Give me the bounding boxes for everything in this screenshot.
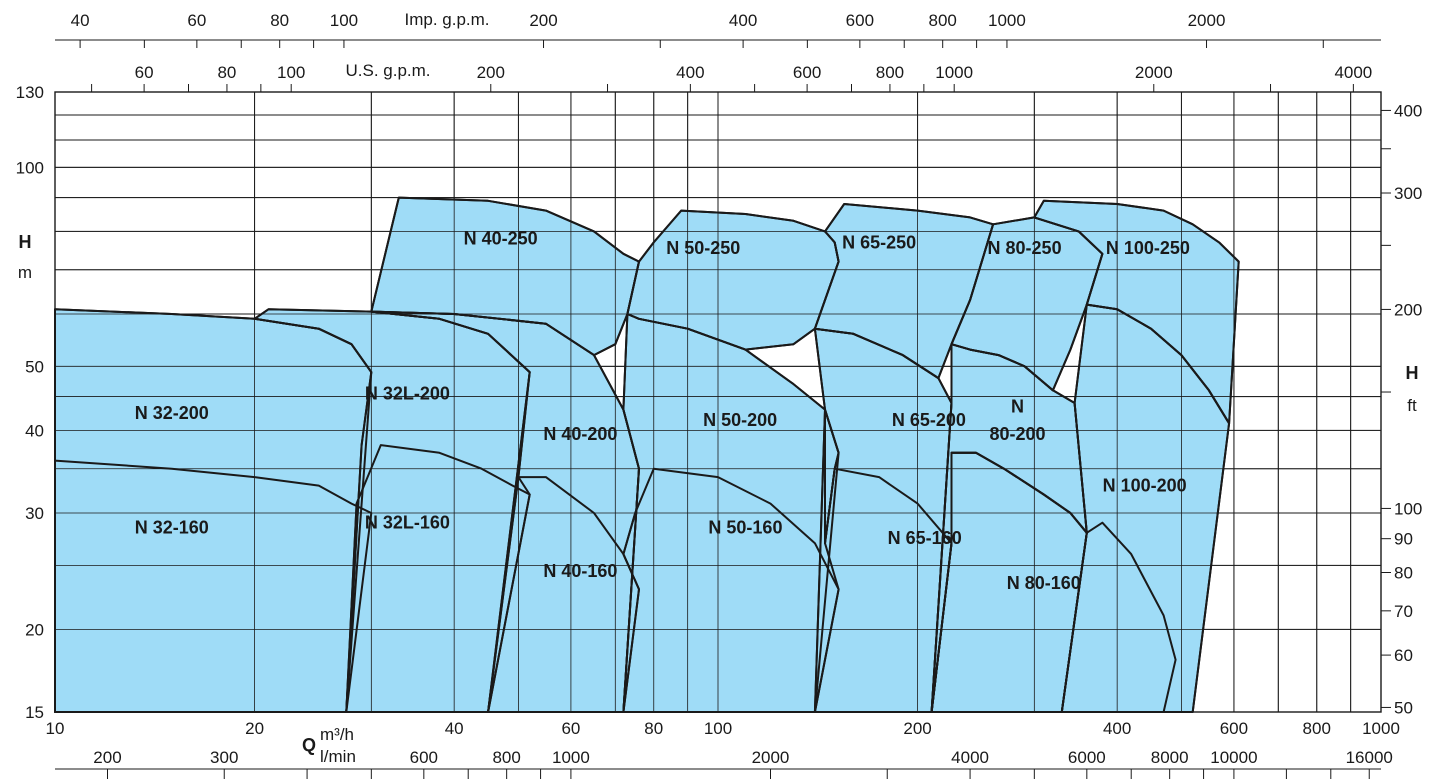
lpm-tick-label: 8000 <box>1151 748 1189 767</box>
pump-label: N 32L-200 <box>365 383 450 403</box>
us-gpm-tick-label: 800 <box>876 63 904 82</box>
pump-label: N 65-160 <box>888 528 962 548</box>
pump-region <box>54 308 373 713</box>
axes: 10 20 40 60 80 100 200 400 600 800 1000 Qm³/h l/min 2… <box>16 10 1422 779</box>
y-tick-label: 50 <box>25 357 44 376</box>
x-tick-label: 400 <box>1103 719 1131 738</box>
y-axis-unit: m <box>18 263 32 282</box>
ft-tick-label: 70 <box>1394 602 1413 621</box>
plot-frame <box>54 91 1382 713</box>
pump-label: N 80-160 <box>1007 573 1081 593</box>
imp-gpm-tick-label: 60 <box>187 11 206 30</box>
lpm-tick-label: 800 <box>492 748 520 767</box>
x-tick-label: 10 <box>46 719 65 738</box>
us-gpm-tick-label: 1000 <box>935 63 973 82</box>
us-gpm-tick-label: 400 <box>676 63 704 82</box>
y-tick-label: 40 <box>25 421 44 440</box>
pump-label: N 40-160 <box>543 561 617 581</box>
pump-label: N 80-250 <box>988 238 1062 258</box>
y-tick-label: 100 <box>16 158 44 177</box>
pump-label: N 32L-160 <box>365 513 450 533</box>
x-tick-label: 800 <box>1303 719 1331 738</box>
y-tick-label: 15 <box>25 703 44 722</box>
imp-gpm-tick-label: 2000 <box>1188 11 1226 30</box>
pump-label: N 32-160 <box>135 518 209 538</box>
x-axis-unit-secondary: l/min <box>320 747 356 766</box>
pump-region-outline <box>1060 521 1177 713</box>
pump-label: N 65-200 <box>892 410 966 430</box>
y-tick-label: 130 <box>16 83 44 102</box>
x-axis-letter: Q <box>302 735 316 755</box>
lpm-tick-label: 200 <box>93 748 121 767</box>
pump-label: N 65-250 <box>842 232 916 252</box>
x-tick-label: 1000 <box>1362 719 1400 738</box>
pump-region-outline <box>54 459 373 713</box>
y-tick-label: 30 <box>25 504 44 523</box>
lpm-tick-label: 1000 <box>552 748 590 767</box>
imp-gpm-unit: Imp. g.p.m. <box>404 10 489 29</box>
lpm-tick-label: 6000 <box>1068 748 1106 767</box>
ft-tick-label: 100 <box>1394 499 1422 518</box>
imp-gpm-tick-label: 600 <box>846 11 874 30</box>
us-gpm-tick-label: 60 <box>135 63 154 82</box>
grid-overlay <box>54 91 1382 713</box>
imp-gpm-tick-label: 80 <box>270 11 289 30</box>
lpm-tick-label: 300 <box>210 748 238 767</box>
imp-gpm-tick-label: 400 <box>729 11 757 30</box>
y-axis-letter: H <box>19 232 32 252</box>
us-gpm-tick-label: 100 <box>277 63 305 82</box>
ft-tick-label: 90 <box>1394 530 1413 549</box>
pump-label: N 100-250 <box>1106 238 1190 258</box>
pump-label: N 50-200 <box>703 410 777 430</box>
pump-label: N 50-160 <box>708 518 782 538</box>
x-tick-label: 600 <box>1220 719 1248 738</box>
x-tick-label: 200 <box>903 719 931 738</box>
pump-label: N 40-200 <box>543 424 617 444</box>
imp-gpm-tick-label: 1000 <box>988 11 1026 30</box>
y-tick-label: 20 <box>25 620 44 639</box>
imp-gpm-tick-label: 40 <box>71 11 90 30</box>
us-gpm-tick-label: 600 <box>793 63 821 82</box>
x-tick-label: 20 <box>245 719 264 738</box>
pump-label: N 100-200 <box>1103 476 1187 496</box>
ft-tick-label: 200 <box>1394 300 1422 319</box>
ft-tick-label: 300 <box>1394 184 1422 203</box>
pump-regions <box>54 91 1382 713</box>
ft-tick-label: 60 <box>1394 646 1413 665</box>
ft-tick-label: 80 <box>1394 563 1413 582</box>
us-gpm-unit: U.S. g.p.m. <box>345 61 430 80</box>
x-tick-label: 100 <box>704 719 732 738</box>
us-gpm-tick-label: 2000 <box>1135 63 1173 82</box>
imp-gpm-tick-label: 200 <box>529 11 557 30</box>
us-gpm-tick-label: 4000 <box>1334 63 1372 82</box>
lpm-tick-label: 2000 <box>752 748 790 767</box>
ft-tick-label: 400 <box>1394 101 1422 120</box>
ft-tick-label: 50 <box>1394 698 1413 717</box>
x-tick-label: 40 <box>445 719 464 738</box>
pump-region-outline <box>1033 199 1240 425</box>
lpm-tick-label: 10000 <box>1210 748 1257 767</box>
us-gpm-tick-label: 80 <box>217 63 236 82</box>
pump-label: N 40-250 <box>464 229 538 249</box>
pump-label: N <box>1011 396 1024 416</box>
pump-labels: N 32-160 N 32-200 N 32L-160 N 32L-200 N 40-1… <box>135 229 1190 593</box>
imp-gpm-tick-label: 100 <box>330 11 358 30</box>
x-tick-label: 60 <box>561 719 580 738</box>
imp-gpm-tick-label: 800 <box>929 11 957 30</box>
us-gpm-tick-label: 200 <box>477 63 505 82</box>
pump-label: N 32-200 <box>135 403 209 423</box>
y-axis-ft-letter: H <box>1406 363 1419 383</box>
pump-label: N 50-250 <box>666 238 740 258</box>
lpm-tick-label: 600 <box>410 748 438 767</box>
x-axis-unit-primary: m³/h <box>320 725 354 744</box>
pump-label: 80-200 <box>990 424 1046 444</box>
y-axis-ft-unit: ft <box>1407 396 1417 415</box>
x-tick-label: 80 <box>644 719 663 738</box>
lpm-tick-label: 4000 <box>951 748 989 767</box>
lpm-tick-label: 16000 <box>1346 748 1393 767</box>
